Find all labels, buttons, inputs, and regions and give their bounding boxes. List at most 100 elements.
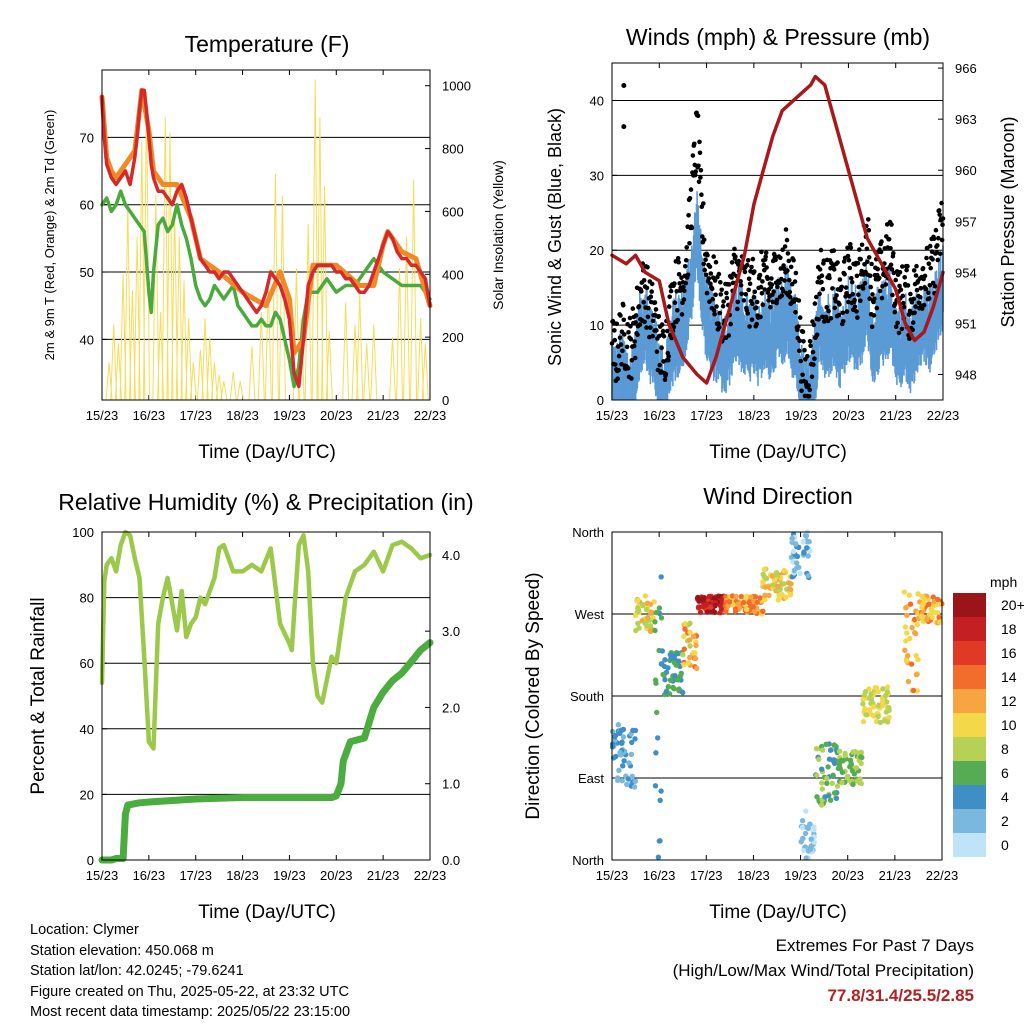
temperature-frame bbox=[101, 69, 431, 401]
gust-dot-84 bbox=[649, 289, 654, 294]
y-tick-label-1-4: 40 bbox=[590, 93, 604, 108]
gust-dot-6 bbox=[612, 337, 618, 343]
direction-point-0-15 bbox=[632, 736, 638, 742]
gust-dot-273 bbox=[738, 282, 744, 288]
gust-dot-491 bbox=[841, 259, 847, 264]
gust-dot-220 bbox=[713, 259, 719, 265]
gust-dot-645 bbox=[914, 287, 920, 293]
x-tick-label-2-2: 17/23 bbox=[179, 868, 212, 883]
direction-point-7-40 bbox=[781, 581, 787, 587]
gust-dot-281 bbox=[742, 269, 748, 275]
gust-dot-615 bbox=[900, 293, 906, 299]
direction-point-6-61 bbox=[744, 593, 750, 600]
gust-dot-73 bbox=[644, 325, 649, 330]
direction-point-13-12 bbox=[915, 591, 921, 597]
gust-dot-288 bbox=[745, 258, 751, 263]
gust-dot-640 bbox=[912, 310, 917, 316]
gust-dot-26 bbox=[622, 332, 627, 337]
gust-dot-525 bbox=[858, 298, 863, 304]
gust-dot-315 bbox=[758, 284, 764, 290]
solar-spike-12 bbox=[166, 132, 174, 401]
direction-point-4-30 bbox=[687, 620, 693, 626]
gust-dot-108 bbox=[660, 328, 666, 334]
solar-spike-22 bbox=[215, 374, 223, 401]
x-tick-label-3-0: 15/23 bbox=[596, 868, 629, 883]
gust-dot-514 bbox=[852, 304, 858, 310]
direction-point-7-46 bbox=[775, 588, 781, 594]
gust-dot-520 bbox=[855, 260, 861, 266]
direction-point-11-45 bbox=[851, 771, 857, 777]
gust-dot-217 bbox=[712, 311, 717, 317]
direction-point-5-51 bbox=[718, 606, 725, 612]
gust-dot-664 bbox=[923, 286, 929, 292]
direction-point-6-76 bbox=[750, 604, 756, 610]
gust-dot-626 bbox=[905, 283, 911, 288]
gust-dot-305 bbox=[753, 305, 759, 311]
direction-point-9-23 bbox=[800, 847, 807, 854]
gust-dot-446 bbox=[820, 286, 826, 292]
direction-point-3-12 bbox=[674, 677, 681, 683]
direction-point-6-40 bbox=[757, 595, 763, 601]
gust-dot-442 bbox=[818, 247, 824, 253]
gust-dot-471 bbox=[832, 305, 837, 311]
direction-point-5-53 bbox=[701, 603, 707, 609]
x-tick-label-1-2: 17/23 bbox=[690, 408, 723, 423]
direction-point-2-6 bbox=[656, 605, 663, 611]
direction-point-12-36 bbox=[863, 712, 870, 718]
direction-point-2-4 bbox=[658, 788, 664, 794]
direction-point-14-49 bbox=[924, 616, 930, 623]
dewpoint-line bbox=[100, 189, 432, 389]
gust-dot-34 bbox=[625, 365, 631, 371]
direction-point-4-18 bbox=[693, 642, 699, 649]
gust-dot-486 bbox=[839, 284, 845, 290]
direction-point-1-40 bbox=[643, 606, 650, 613]
direction-point-9-31 bbox=[807, 821, 813, 827]
solar-spike-1 bbox=[110, 324, 118, 401]
x-tick-label-2-3: 18/23 bbox=[226, 868, 259, 883]
gust-dot-193 bbox=[701, 201, 706, 206]
direction-point-11-14 bbox=[858, 780, 864, 787]
direction-point-12-58 bbox=[870, 704, 877, 710]
gust-dot-157 bbox=[683, 258, 689, 263]
legend-label-7: 6 bbox=[1001, 765, 1009, 781]
direction-point-0-31 bbox=[616, 767, 622, 773]
direction-point-13-28 bbox=[913, 630, 919, 637]
gust-dot-509 bbox=[850, 291, 855, 297]
gust-dot-121 bbox=[666, 304, 672, 309]
gust-dot-156 bbox=[683, 280, 689, 286]
gust-dot-162 bbox=[686, 213, 691, 218]
direction-point-8-31 bbox=[791, 567, 797, 574]
direction-point-7-58 bbox=[773, 572, 779, 578]
gust-dot-354 bbox=[777, 280, 782, 285]
y2-tick-label-0-2: 400 bbox=[442, 267, 464, 282]
direction-point-12-59 bbox=[860, 701, 866, 707]
gust-dot-47 bbox=[631, 343, 637, 349]
gust-dot-429 bbox=[812, 301, 818, 306]
gust-dot-376 bbox=[787, 289, 793, 295]
solar-spike-35 bbox=[316, 117, 324, 401]
gust-dot-212 bbox=[709, 286, 715, 292]
gust-dot-453 bbox=[823, 314, 829, 320]
gust-dot-688 bbox=[935, 243, 940, 248]
legend-swatch-5 bbox=[953, 713, 986, 737]
extremes-block: Extremes For Past 7 Days (High/Low/Max W… bbox=[673, 933, 974, 1008]
direction-point-14-39 bbox=[930, 594, 936, 600]
direction-point-0-48 bbox=[630, 727, 636, 734]
direction-point-6-77 bbox=[735, 601, 741, 607]
gust-dot-164 bbox=[687, 241, 692, 246]
gust-dot-49 bbox=[632, 355, 638, 361]
direction-point-6-67 bbox=[754, 599, 760, 606]
gust-dot-501 bbox=[846, 257, 852, 263]
gust-dot-660 bbox=[921, 302, 927, 308]
gust-dot-215 bbox=[711, 254, 716, 259]
gust-dot-218 bbox=[712, 278, 718, 283]
gust-dot-199 bbox=[703, 272, 709, 278]
gust-dot-656 bbox=[919, 306, 925, 311]
gust-dot-595 bbox=[891, 250, 896, 256]
direction-point-14-28 bbox=[936, 614, 942, 621]
direction-point-9-27 bbox=[803, 855, 809, 861]
direction-point-4-9 bbox=[680, 652, 686, 658]
gust-dot-458 bbox=[826, 308, 831, 314]
y2-tick-label-2-0: 0.0 bbox=[442, 853, 460, 868]
